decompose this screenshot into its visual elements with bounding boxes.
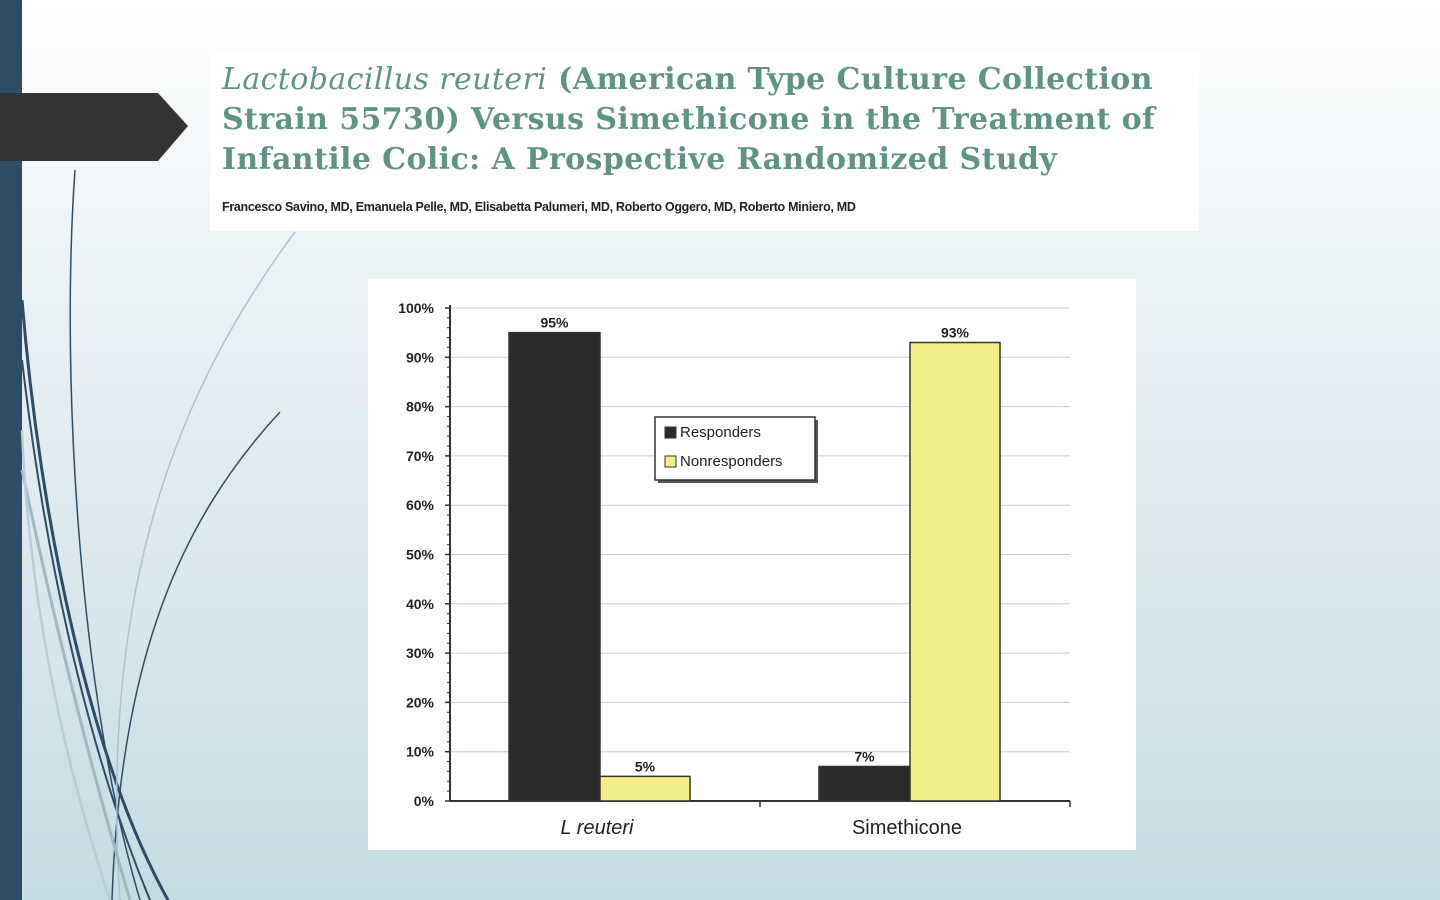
x-tick-label: L reuteri (560, 817, 634, 839)
data-label: 95% (540, 315, 569, 331)
x-tick-label: Simethicone (852, 817, 962, 839)
y-tick-label: 20% (406, 694, 435, 710)
paper-header: Lactobacillus reuteri (American Type Cul… (210, 54, 1199, 231)
data-label: 5% (635, 758, 656, 774)
legend-box (654, 416, 816, 481)
legend-label: Nonresponders (680, 453, 783, 470)
y-tick-label: 50% (406, 547, 435, 563)
data-label: 7% (854, 748, 875, 764)
paper-title-line1: (American Type Culture Collection (547, 62, 1153, 97)
slide-left-bar (0, 0, 22, 900)
arrow-tab-shape (0, 93, 188, 161)
paper-title-line2: Strain 55730) Versus Simethicone in the … (222, 102, 1156, 137)
paper-title-line3: Infantile Colic: A Prospective Randomize… (222, 142, 1058, 177)
chart-card: 0% 10% 20% 30% 40% 50% 60% 70% 80% 90% 100% 95% 5% L … (368, 279, 1136, 850)
paper-title: Lactobacillus reuteri (American Type Cul… (222, 60, 1182, 180)
bar-nonresponders-1 (909, 341, 1001, 802)
y-tick-label: 60% (406, 497, 435, 513)
decorative-curves (20, 169, 296, 900)
bar-nonresponders-0 (599, 775, 691, 802)
y-tick-label: 30% (406, 645, 435, 661)
y-tick-label: 0% (414, 793, 435, 809)
data-label: 93% (941, 325, 970, 341)
bar-responders-0 (508, 331, 601, 802)
legend-swatch (664, 426, 677, 439)
paper-title-organism: Lactobacillus reuteri (222, 62, 548, 97)
bar-responders-1 (818, 765, 911, 802)
y-tick-label: 90% (406, 349, 435, 365)
y-tick-label: 40% (406, 596, 435, 612)
paper-authors: Francesco Savino, MD, Emanuela Pelle, MD… (222, 200, 856, 214)
y-tick-label: 100% (398, 300, 434, 316)
y-tick-label: 10% (406, 744, 435, 760)
bar-chart: 0% 10% 20% 30% 40% 50% 60% 70% 80% 90% 100% 95% 5% L … (398, 300, 1071, 839)
legend-swatch (664, 455, 677, 468)
y-tick-label: 80% (406, 399, 435, 415)
y-tick-label: 70% (406, 448, 435, 464)
legend-label: Responders (680, 424, 761, 441)
